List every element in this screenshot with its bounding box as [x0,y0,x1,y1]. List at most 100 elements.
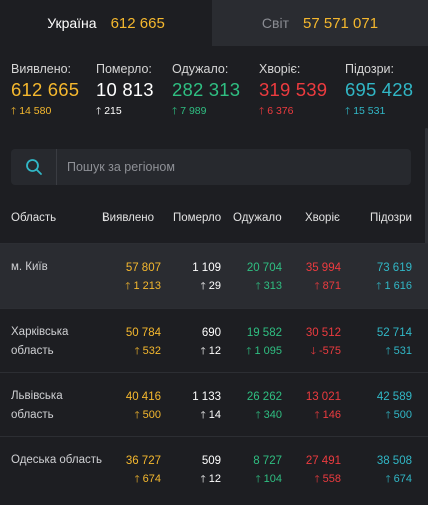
cell-confirmed: 40 416 🡑 500 [126,390,161,423]
stat-delta-value: 15 531 [353,105,386,117]
header-suspected[interactable]: Підозри [370,212,412,224]
confirmed-value: 36 727 [125,455,161,467]
deaths-value: 1 133 [192,391,221,403]
arrow-up-icon: 🡑 [11,106,17,117]
suspected-delta-value: 674 [393,473,412,485]
region-name: Одеська область [11,454,102,466]
deaths-delta: 🡑 14 [192,408,221,423]
stat-delta: 🡑 7 989 [172,104,240,121]
tab-ukraine[interactable]: Україна 612 665 [0,0,212,46]
confirmed-delta: 🡑 1 213 [125,279,161,294]
suspected-delta: 🡑 1 616 [376,279,412,294]
sick-value: 30 512 [305,327,341,339]
stat-value: 319 539 [259,79,328,100]
sick-delta: 🡓 -575 [306,344,341,359]
header-sick[interactable]: Хворіє [305,212,340,224]
stat-value: 612 665 [11,79,80,100]
confirmed-delta: 🡑 674 [126,472,161,487]
table-row[interactable]: Харківська область 50 784 🡑 532 690 🡑 12 19 582… [0,308,428,372]
sick-delta: 🡑 146 [306,408,341,423]
table-row[interactable]: Одеська область 36 727 🡑 674 509 🡑 12 8 727 🡑 104… [0,436,428,500]
region-name: Львівська область [11,390,63,421]
sick-value: 13 021 [305,391,341,403]
arrow-up-icon: 🡑 [134,410,140,421]
stat-suspected: Підозри: 695 428 🡑 15 531 [345,62,413,121]
confirmed-delta: 🡑 532 [126,344,161,359]
tab-world-value: 57 571 071 [303,14,379,32]
tab-world[interactable]: Світ 57 571 071 [212,0,428,46]
stat-delta-value: 7 989 [180,105,207,117]
deaths-delta-value: 14 [208,409,221,421]
cell-deaths: 690 🡑 12 [201,326,221,359]
arrow-up-icon: 🡑 [200,281,206,292]
recovered-value: 26 262 [246,391,282,403]
sick-delta-value: -575 [318,345,341,357]
header-deaths[interactable]: Померло [173,212,222,224]
confirmed-value: 40 416 [125,391,161,403]
confirmed-delta-value: 1 213 [133,280,161,292]
arrow-down-icon: 🡓 [310,346,316,357]
cell-recovered: 8 727 🡑 104 [253,454,282,487]
cell-suspected: 73 619 🡑 1 616 [376,261,412,294]
suspected-value: 73 619 [376,262,412,274]
confirmed-delta-value: 500 [142,409,161,421]
deaths-delta-value: 12 [208,473,221,485]
table-row[interactable]: м. Київ 57 807 🡑 1 213 1 109 🡑 29 20 704 🡑 313 35 … [0,243,428,308]
tab-ukraine-label: Україна [47,15,97,31]
arrow-up-icon: 🡑 [385,474,391,485]
suspected-delta-value: 1 616 [384,280,412,292]
cell-sick: 35 994 🡑 871 [306,261,341,294]
stat-delta: 🡑 6 376 [259,104,327,121]
confirmed-delta: 🡑 500 [126,408,161,423]
recovered-delta-value: 1 095 [254,345,282,357]
arrow-up-icon: 🡑 [314,281,320,292]
deaths-delta: 🡑 12 [201,472,221,487]
stat-sick: Хворіє: 319 539 🡑 6 376 [259,62,327,121]
confirmed-value: 57 807 [125,262,161,274]
cell-deaths: 1 133 🡑 14 [192,390,221,423]
arrow-up-icon: 🡑 [200,410,206,421]
stat-delta-value: 14 580 [19,105,52,117]
search-input[interactable] [57,160,397,174]
header-region[interactable]: Область [11,212,57,224]
sick-value: 27 491 [305,455,341,467]
arrow-up-icon: 🡑 [172,106,178,117]
arrow-up-icon: 🡑 [255,281,261,292]
header-recovered[interactable]: Одужало [233,212,282,224]
recovered-delta: 🡑 340 [247,408,282,423]
suspected-delta-value: 500 [393,409,412,421]
recovered-value: 8 727 [253,455,282,467]
arrow-up-icon: 🡑 [246,346,252,357]
arrow-up-icon: 🡑 [255,410,261,421]
stat-deaths: Померло: 10 813 🡑 215 [96,62,154,121]
header-confirmed-label: Виявлено [102,212,155,224]
arrow-up-icon: 🡑 [345,106,351,117]
stat-value: 695 428 [345,79,414,100]
table-header: Область Виявлено ↓ Померло Одужало Хворіє… [0,212,428,230]
search-icon[interactable] [11,149,57,185]
region-name: м. Київ [11,261,48,273]
sick-delta: 🡑 558 [306,472,341,487]
sick-delta-value: 146 [322,409,341,421]
arrow-up-icon: 🡑 [200,474,206,485]
cell-confirmed: 36 727 🡑 674 [126,454,161,487]
cell-confirmed: 50 784 🡑 532 [126,326,161,359]
arrow-up-icon: 🡑 [385,410,391,421]
confirmed-value: 50 784 [125,327,161,339]
stat-value: 282 313 [172,79,241,100]
deaths-delta-value: 12 [208,345,221,357]
arrow-up-icon: 🡑 [200,346,206,357]
deaths-delta: 🡑 29 [192,279,221,294]
arrow-up-icon: 🡑 [314,474,320,485]
sick-delta-value: 558 [322,473,341,485]
summary-stats: Виявлено: 612 665 🡑 14 580 Померло: 10 81… [0,62,428,122]
cell-sick: 27 491 🡑 558 [306,454,341,487]
table-row[interactable]: Львівська область 40 416 🡑 500 1 133 🡑 14 26 26… [0,372,428,436]
scrollbar[interactable] [425,128,428,248]
deaths-value: 509 [201,455,221,467]
suspected-value: 38 508 [376,455,412,467]
cell-sick: 30 512 🡓 -575 [306,326,341,359]
arrow-up-icon: 🡑 [376,281,382,292]
cell-recovered: 20 704 🡑 313 [247,261,282,294]
stat-delta: 🡑 215 [96,104,154,121]
